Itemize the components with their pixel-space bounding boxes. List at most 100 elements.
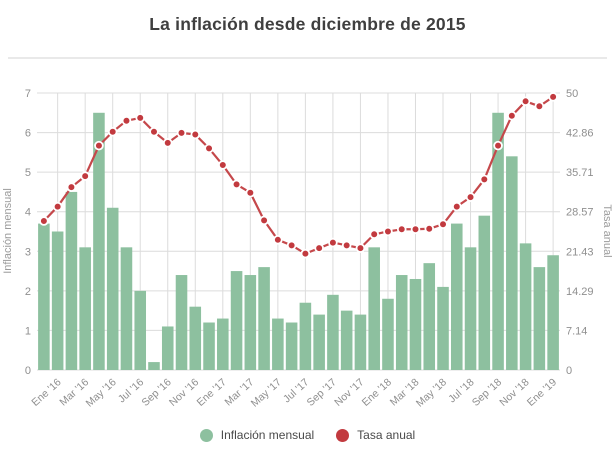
annual-rate-dot [548, 92, 558, 102]
legend-item-monthly: Inflación mensual [199, 428, 315, 442]
bar [492, 112, 504, 371]
right-axis-tick: 42.86 [566, 128, 594, 140]
bar [464, 247, 477, 370]
left-axis-tick: 5 [25, 167, 31, 179]
bar [368, 247, 380, 370]
annual-rate-dot [259, 215, 269, 226]
bar [93, 112, 105, 371]
legend-item-annual: Tasa anual [336, 428, 415, 442]
annual-rate-dot [190, 129, 201, 140]
left-axis-tick: 2 [25, 286, 31, 298]
legend-monthly-label: Inflación mensual [220, 428, 315, 442]
annual-rate-dot [465, 192, 476, 202]
bar [478, 215, 491, 370]
legend-annual-label: Tasa anual [357, 428, 416, 442]
annual-rate-dot [314, 243, 324, 253]
x-axis-tick: Sep '16 [139, 376, 173, 409]
annual-rate-dot [176, 128, 187, 138]
x-axis-tick: Sep '17 [305, 376, 339, 409]
annual-rate-dot [204, 143, 214, 154]
left-axis-tick: 6 [25, 128, 31, 140]
left-axis-tick: 1 [25, 325, 31, 337]
bar [244, 275, 257, 370]
bar [148, 362, 160, 370]
right-axis-tick: 35.71 [566, 167, 594, 179]
bar [175, 275, 188, 370]
left-axis-tick: 7 [25, 88, 31, 100]
bar [547, 255, 559, 370]
annual-rate-dot [520, 96, 531, 107]
right-axis-tick: 21.43 [566, 246, 594, 258]
annual-rate-dot [162, 138, 173, 148]
annual-rate-dot [355, 243, 366, 253]
bar [79, 247, 91, 370]
left-axis-title: Inflación mensual [2, 188, 14, 274]
right-axis-tick: 14.29 [566, 286, 594, 298]
left-axis-tick: 0 [25, 365, 31, 377]
annual-rate-dot [493, 140, 503, 151]
annual-rate-dot [66, 182, 77, 192]
bar [313, 314, 325, 370]
bar [38, 223, 50, 370]
bar [65, 191, 78, 370]
annual-rate-dot [396, 224, 407, 235]
bar [134, 290, 147, 370]
annual-rate-dot [231, 179, 242, 190]
x-axis-tick: May '18 [414, 376, 449, 409]
bar [340, 310, 353, 370]
bar [437, 286, 449, 370]
chart-area: 0 1 2 3 4 5 6 7 0 7.14 14.29 21.43 28.57 35.71 42.86 50… [2, 88, 613, 410]
x-axis-tick: Ene '16 [29, 376, 63, 409]
annual-rate-dot [410, 224, 421, 235]
annual-rate-dot [52, 201, 63, 212]
annual-rate-dot [383, 226, 393, 237]
left-axis-tick: 3 [25, 246, 31, 258]
legend-annual-swatch-icon [336, 428, 350, 442]
bar [450, 223, 463, 370]
annual-rate-dot [300, 248, 311, 259]
bar [217, 318, 229, 370]
annual-rate-dot [286, 240, 297, 251]
annual-rate-dot [121, 115, 132, 126]
annual-rate-line [43, 95, 554, 255]
x-axis-tick: May '17 [249, 376, 284, 409]
legend-monthly-swatch-icon [199, 428, 213, 442]
bar [299, 302, 312, 370]
annual-rate-dot [149, 126, 159, 137]
right-axis-tick: 28.57 [566, 207, 594, 219]
annual-rate-dot [135, 113, 146, 123]
bar [106, 207, 119, 370]
x-axis-tick: Nov '16 [167, 376, 201, 409]
annual-rate-dot [369, 229, 379, 240]
bar [354, 314, 367, 370]
x-axis-tick: Sep '18 [470, 376, 504, 409]
left-axis-tick: 4 [25, 207, 31, 219]
x-axis-tick: May '16 [84, 376, 119, 409]
bar [203, 322, 215, 370]
x-axis-tick: Nov '17 [332, 376, 366, 409]
page-title: La inflación desde diciembre de 2015 [149, 14, 466, 34]
bar [230, 271, 243, 370]
x-axis-tick: Nov '18 [497, 376, 531, 409]
annual-rate-dot [39, 216, 49, 226]
bar [533, 267, 546, 370]
annual-rate-dot [451, 201, 462, 212]
legend: Inflación mensual Tasa anual [0, 428, 615, 442]
right-axis-title: Tasa anual [601, 204, 613, 257]
annual-rate-dot [94, 140, 104, 151]
annual-rate-dot [507, 110, 517, 121]
x-axis-tick: Ene '18 [360, 376, 394, 409]
bar [120, 247, 133, 370]
right-axis-tick: 50 [566, 88, 578, 100]
bar [423, 263, 436, 370]
annual-rate-dot [438, 219, 448, 230]
right-axis-tick: 0 [566, 365, 572, 377]
annual-rate-dot [107, 126, 118, 137]
annual-rate-dot [80, 171, 90, 181]
annual-rate-dot [424, 223, 435, 234]
right-axis-tick: 7.14 [566, 325, 587, 337]
bar [382, 298, 394, 370]
bar [285, 322, 298, 370]
bar [519, 243, 532, 370]
